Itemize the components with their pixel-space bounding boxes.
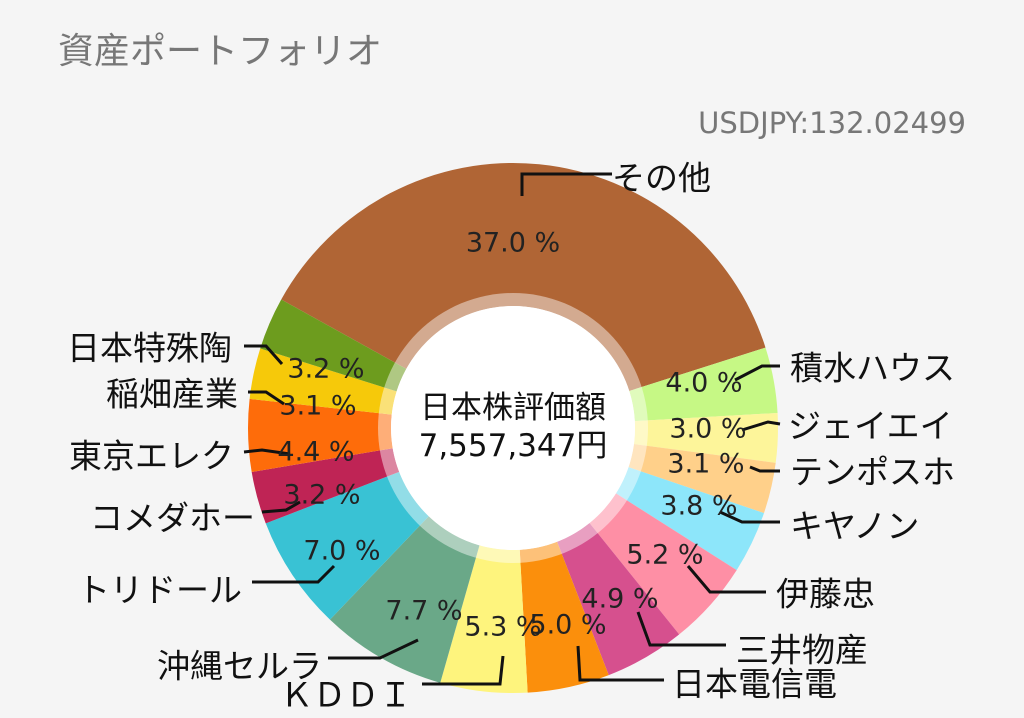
category-label-ja: ジェイエイ	[788, 407, 953, 446]
leader-line-komeda	[261, 500, 301, 514]
slice-other[interactable]	[281, 162, 766, 391]
category-label-other: その他	[612, 159, 711, 198]
value-label-ja: 3.0 %	[669, 414, 746, 445]
category-label-itochu: 伊藤忠	[776, 575, 875, 614]
category-label-ntt: 日本電信電	[672, 665, 837, 704]
value-label-kddi: 5.3 %	[464, 612, 541, 643]
exchange-rate: USDJPY:132.02499	[698, 106, 966, 140]
slice-ngk-spark[interactable]	[260, 299, 407, 392]
value-label-ngk-spark: 3.2 %	[287, 354, 364, 385]
leader-line-ntt	[576, 645, 664, 682]
category-label-tenpos: テンポスホ	[790, 453, 955, 492]
slice-ja[interactable]	[633, 412, 779, 463]
category-label-sekisui-house: 積水ハウス	[790, 349, 955, 388]
value-label-tenpos: 3.1 %	[667, 449, 744, 480]
value-label-tokyo-electron: 4.4 %	[277, 437, 354, 468]
category-label-tokyo-electron: 東京エレク	[69, 437, 234, 476]
value-label-okinawa-cellular: 7.7 %	[385, 596, 462, 627]
value-label-komeda: 3.2 %	[283, 480, 360, 511]
slice-sekisui-house[interactable]	[629, 347, 778, 422]
leader-line-tokyo-electron	[243, 448, 291, 456]
value-label-sekisui-house: 4.0 %	[665, 368, 742, 399]
slice-ntt[interactable]	[519, 541, 609, 693]
leader-line-okinawa-cellular	[328, 638, 419, 660]
slice-okinawa-cellular[interactable]	[329, 516, 480, 683]
donut-hole	[391, 306, 635, 550]
category-label-canon: キヤノン	[790, 507, 919, 546]
value-label-ntt: 5.0 %	[529, 610, 606, 641]
page-title: 資産ポートフォリオ	[58, 31, 383, 72]
leader-line-ngk-spark	[244, 344, 284, 365]
slice-kddi[interactable]	[440, 545, 528, 693]
leader-line-mitsui	[636, 611, 726, 647]
value-label-inabata: 3.1 %	[279, 391, 356, 422]
slice-komeda[interactable]	[251, 448, 400, 524]
category-label-toridoll: トリドール	[77, 571, 242, 610]
leader-line-ja	[741, 420, 781, 432]
slice-inabata[interactable]	[249, 348, 397, 415]
value-label-itochu: 5.2 %	[626, 540, 703, 571]
center-title: 日本株評価額	[420, 390, 606, 426]
leader-line-inabata	[248, 390, 285, 406]
category-label-ngk-spark: 日本特殊陶	[67, 329, 232, 368]
value-label-other: 37.0 %	[466, 228, 560, 259]
value-label-mitsui: 4.9 %	[581, 584, 658, 615]
slice-canon[interactable]	[615, 467, 764, 571]
slice-itochu[interactable]	[589, 493, 737, 635]
value-label-canon: 3.8 %	[660, 491, 737, 522]
leader-line-other	[520, 172, 612, 196]
leader-line-kddi	[422, 655, 505, 686]
slice-tenpos[interactable]	[628, 444, 776, 514]
leader-line-sekisui-house	[734, 364, 780, 382]
leader-line-canon	[719, 510, 780, 524]
leader-line-itochu	[686, 565, 766, 594]
category-label-inabata: 稲畑産業	[106, 375, 238, 414]
value-label-toridoll: 7.0 %	[303, 536, 380, 567]
center-value: 7,557,347円	[419, 428, 608, 464]
leader-line-tenpos	[749, 465, 780, 473]
category-label-okinawa-cellular: 沖縄セルラ	[157, 647, 322, 686]
category-label-kddi: ＫＤＤＩ	[280, 676, 412, 715]
category-label-mitsui: 三井物産	[736, 631, 868, 670]
leader-line-toridoll	[252, 564, 336, 584]
category-label-komeda: コメダホー	[90, 499, 255, 538]
